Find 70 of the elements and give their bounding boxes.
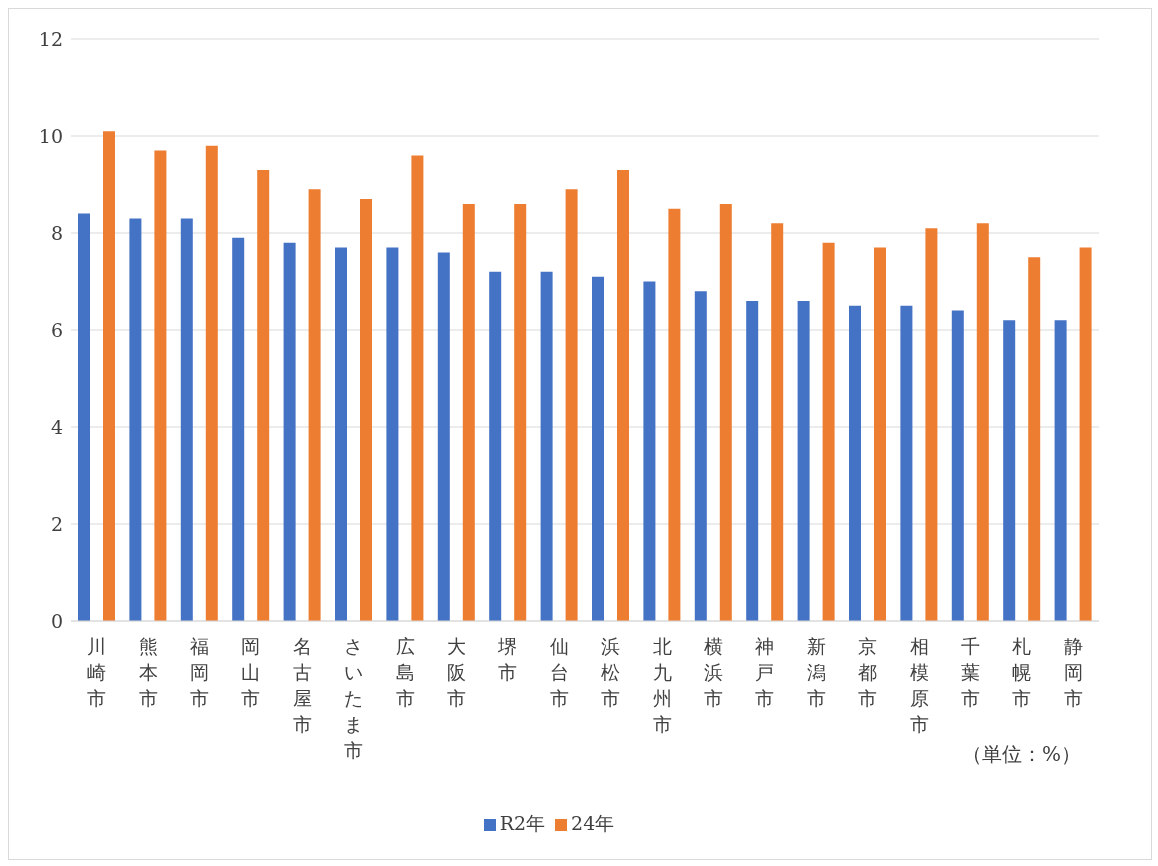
- y-tick-label: 0: [50, 609, 63, 632]
- bar: [900, 305, 913, 621]
- legend-label: 24年: [571, 812, 615, 834]
- bar: [180, 218, 193, 621]
- x-tick-label: 堺市: [497, 635, 518, 683]
- x-tick-label: 京都市: [858, 635, 878, 709]
- bar: [1003, 320, 1016, 621]
- bar: [849, 305, 861, 621]
- x-tick-label: 川崎市: [87, 635, 107, 709]
- x-tick-label: 岡山市: [241, 635, 261, 709]
- y-tick-label: 2: [50, 512, 63, 535]
- x-tick-label: 北九州市: [652, 635, 672, 735]
- legend-label: R2年: [499, 812, 546, 834]
- bar: [925, 228, 938, 621]
- bar: [1054, 320, 1067, 621]
- bar: [822, 242, 835, 621]
- x-tick-label: 大阪市: [447, 635, 466, 709]
- bar: [797, 300, 810, 621]
- x-tick-label: 新潟市: [806, 635, 826, 709]
- bar: [719, 203, 732, 621]
- bar: [437, 252, 450, 621]
- bar: [335, 247, 347, 621]
- bar: [129, 218, 142, 621]
- bar: [643, 281, 656, 621]
- bar: [976, 223, 989, 621]
- bar: [694, 291, 707, 621]
- bar: [565, 189, 578, 621]
- bar: [232, 237, 245, 621]
- x-tick-label: 名古屋市: [292, 635, 312, 735]
- x-tick-label: 相模原市: [909, 635, 929, 735]
- x-tick-label: 浜松市: [601, 635, 621, 709]
- bar: [78, 213, 90, 621]
- bar: [874, 247, 886, 621]
- bar: [1028, 257, 1041, 621]
- x-tick-label: 仙台市: [549, 635, 569, 709]
- x-tick-label: 神戸市: [755, 635, 775, 709]
- x-tick-label: 静岡市: [1063, 635, 1083, 709]
- bar: [668, 208, 681, 621]
- bar: [257, 169, 270, 621]
- bar: [360, 199, 372, 621]
- bar: [308, 189, 321, 621]
- x-tick-label: 横浜市: [704, 635, 723, 709]
- bar: [592, 276, 604, 621]
- x-tick-label: 千葉市: [961, 635, 980, 709]
- bar: [540, 271, 553, 621]
- bar: [746, 300, 759, 621]
- bar: [771, 223, 784, 621]
- text: （単位：%）: [961, 741, 1081, 768]
- x-tick-label: 熊本市: [138, 635, 158, 709]
- bar: [205, 145, 218, 621]
- bar: [154, 150, 167, 621]
- bar: [283, 242, 296, 621]
- y-tick-label: 4: [50, 415, 63, 438]
- x-tick-label: 広島市: [395, 635, 415, 709]
- y-tick-label: 8: [50, 221, 63, 244]
- bar: [951, 310, 964, 621]
- bar: [514, 203, 527, 621]
- y-tick-label: 6: [50, 318, 63, 341]
- bar: [1079, 247, 1092, 621]
- x-tick-label: 福岡市: [190, 635, 209, 709]
- bar: [103, 131, 115, 621]
- bar: [617, 169, 629, 621]
- bar: [462, 203, 475, 621]
- x-tick-label: さいたま市: [344, 635, 364, 761]
- y-tick-label: 12: [38, 27, 63, 50]
- y-tick-label: 10: [38, 124, 63, 147]
- bar: [386, 247, 399, 621]
- bar: [489, 271, 502, 621]
- bar: [411, 155, 424, 621]
- x-tick-label: 札幌市: [1012, 635, 1032, 709]
